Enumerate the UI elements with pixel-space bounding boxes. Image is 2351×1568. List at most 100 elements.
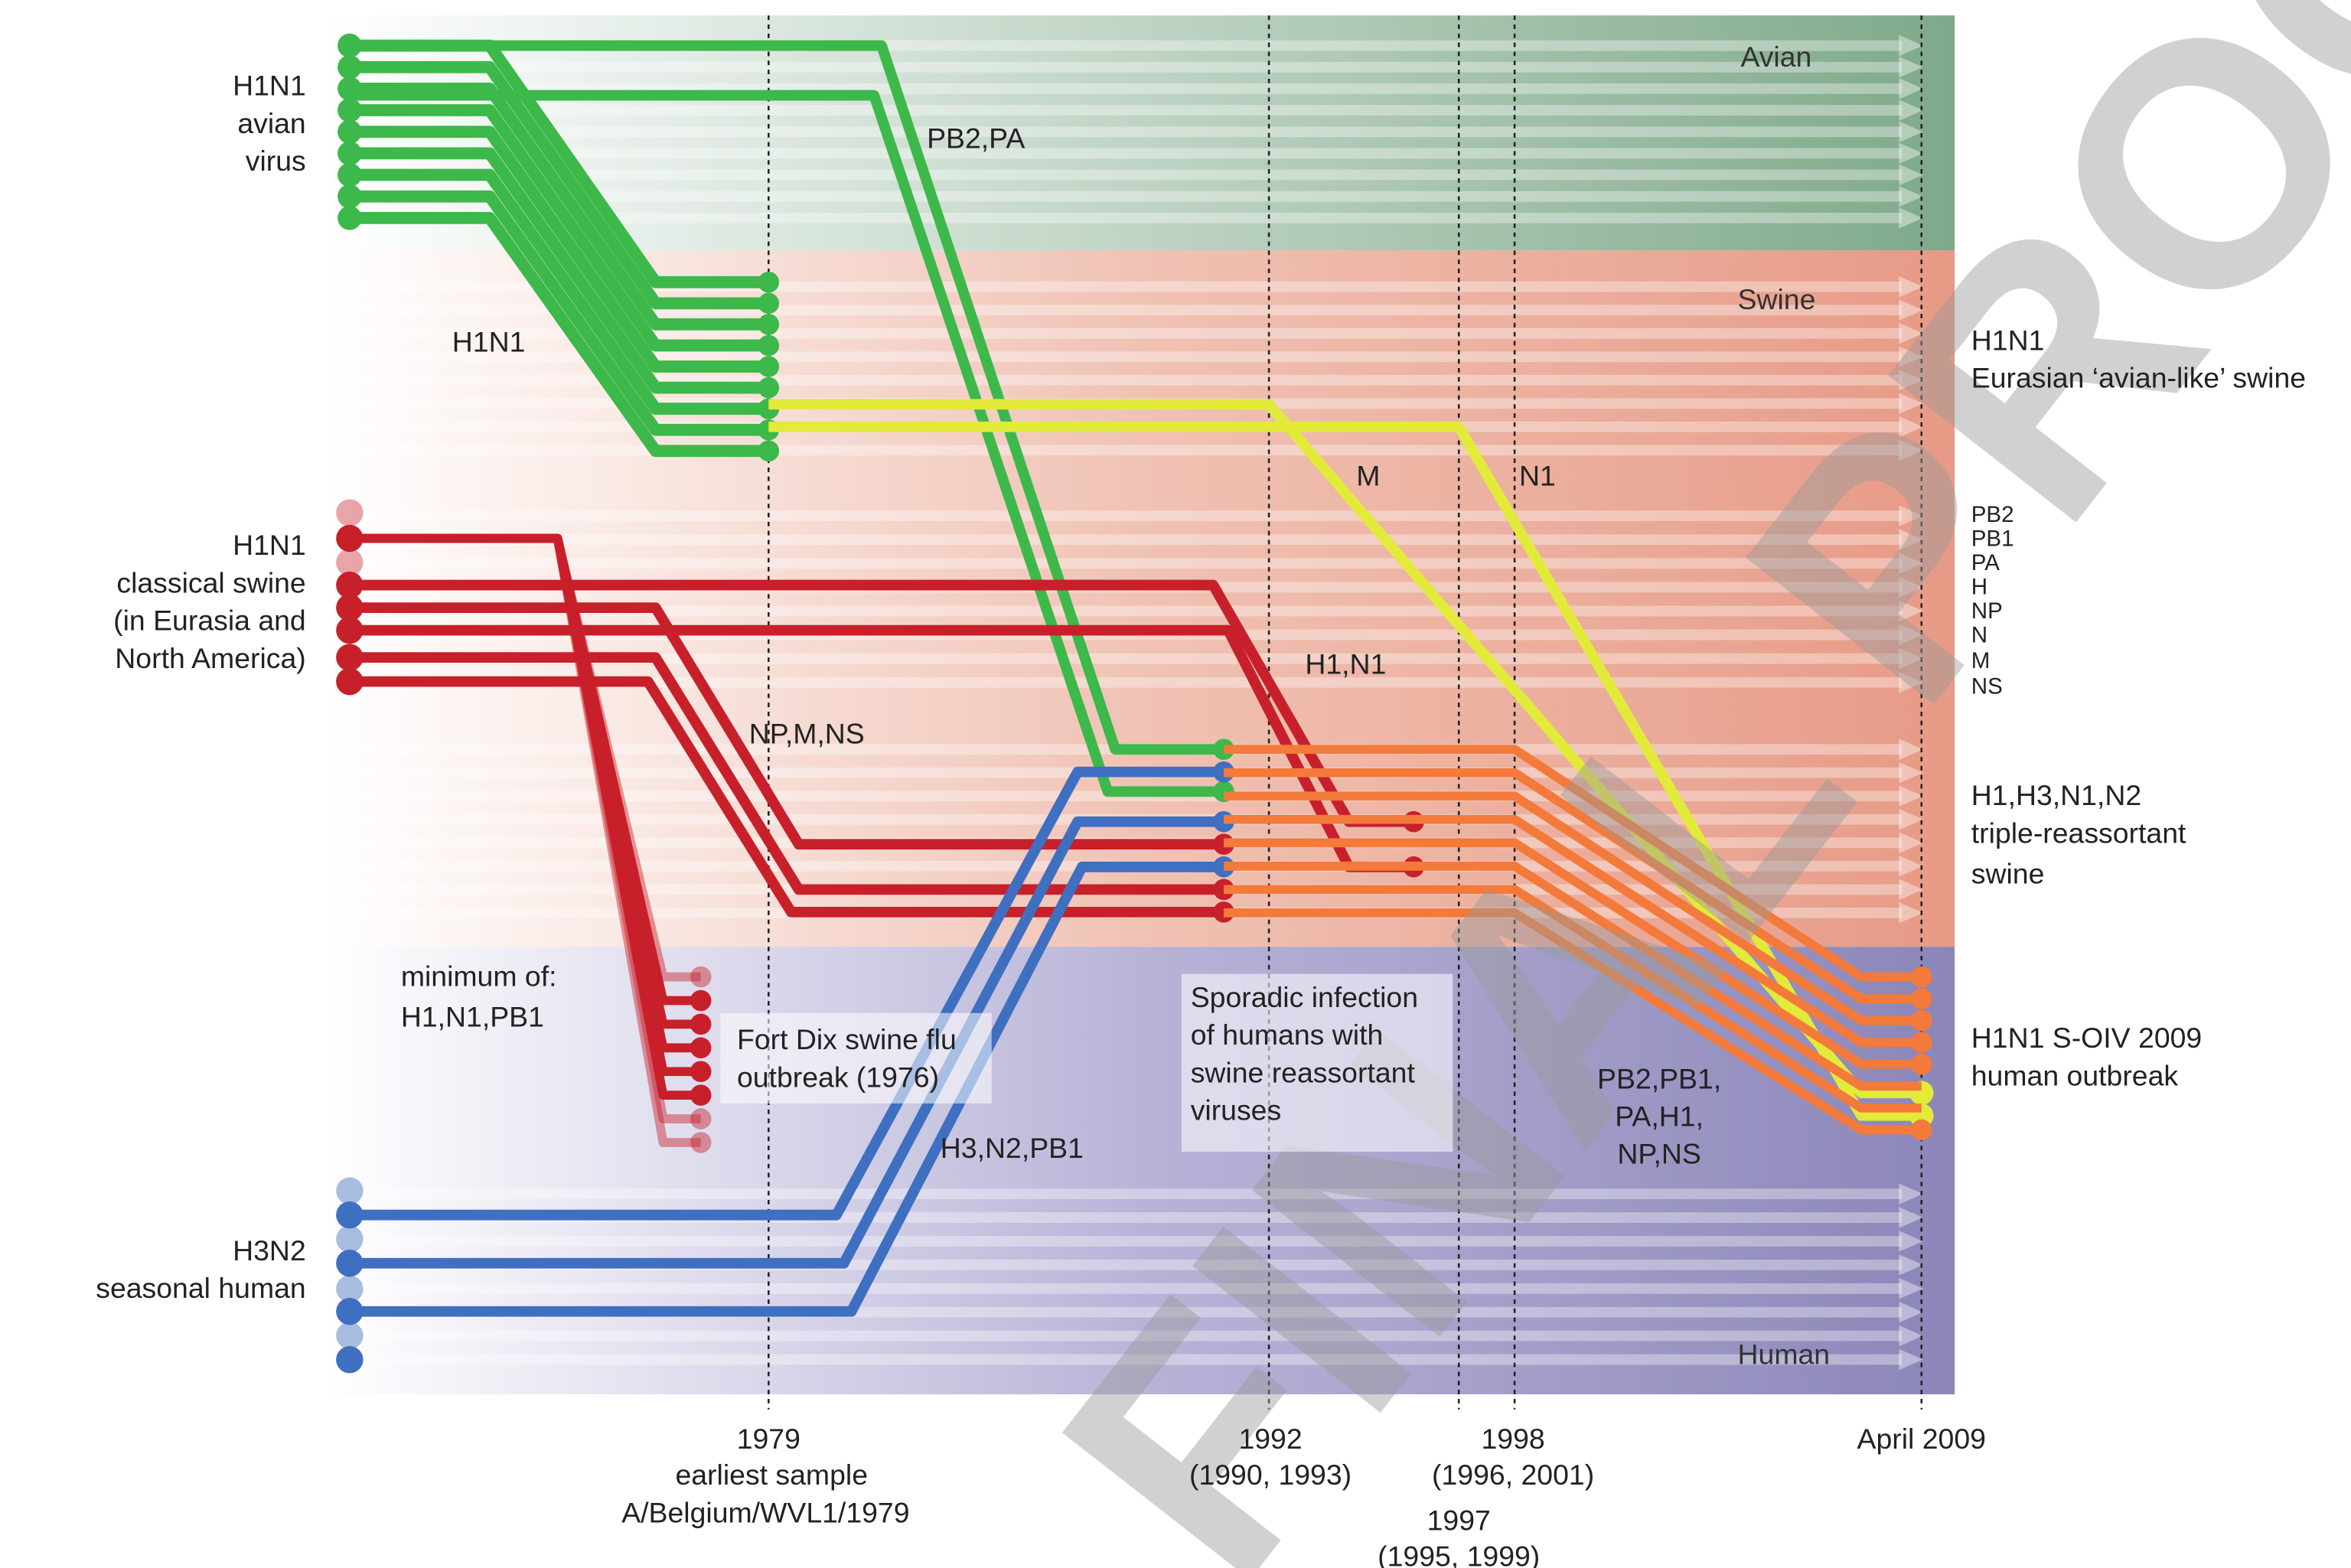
label-sporadic: Sporadic infection (1191, 981, 1418, 1013)
lineage-node (337, 184, 362, 209)
lineage-node (337, 54, 362, 80)
lineage-node (758, 377, 780, 399)
arrowhead (1899, 832, 1923, 854)
arrowhead (1899, 34, 1923, 57)
timeline-1997: 1997 (1427, 1504, 1491, 1536)
segment-list: PB2 PB1 PA H NP N M NS (1971, 502, 2014, 699)
right-label-soiv: human outbreak (1971, 1059, 2179, 1091)
pa-path (349, 90, 1224, 797)
segment-label: PA (1971, 550, 2000, 575)
segment-label: NP (1971, 598, 2003, 624)
lineage-node (336, 1275, 364, 1302)
avian-to-swine-path (349, 168, 769, 416)
label-fort-dix-year: outbreak (1976) (737, 1061, 939, 1093)
arrowhead (1899, 416, 1923, 438)
label-line: H3N2 (233, 1234, 306, 1266)
fort-dix-path (349, 533, 701, 1123)
lineage-node (690, 1013, 712, 1035)
right-label-soiv: H1N1 S-OIV 2009 (1971, 1022, 2202, 1054)
arrowhead (1899, 1348, 1923, 1371)
avian-to-swine-path (349, 104, 769, 352)
n1-segment-path (768, 421, 1922, 1121)
arrowhead (1899, 207, 1923, 229)
arrowhead (1899, 299, 1923, 321)
triple-reassortant-path (1224, 791, 1922, 1025)
triple-reassortant-path (1224, 838, 1922, 1069)
arrowhead (1899, 164, 1923, 186)
triple-reassortant-path (1224, 745, 1922, 982)
lineage-node (690, 1037, 712, 1059)
timeline-1979-strain: A/Belgium/WVL1/1979 (621, 1496, 909, 1528)
right-label-triple: swine (1971, 857, 2045, 889)
arrowhead (1899, 505, 1923, 526)
arrowhead (1899, 738, 1923, 760)
label-minimum-of: minimum of: (401, 960, 557, 992)
label-line: H1N1 (233, 70, 306, 102)
arrowhead (1899, 78, 1923, 99)
lineage-node (337, 98, 362, 122)
arrowhead (1899, 346, 1923, 368)
arrowhead (1899, 1183, 1923, 1205)
arrowhead (1899, 393, 1923, 415)
left-label-human: H3N2 seasonal human (96, 1234, 306, 1304)
arrowhead (1899, 275, 1923, 298)
pb2-path (349, 40, 1224, 755)
segment-label: PB1 (1971, 526, 2014, 551)
timeline-1992-range: (1990, 1993) (1189, 1459, 1352, 1491)
lineage-node (336, 549, 364, 576)
label-fort-dix: Fort Dix swine flu (737, 1023, 957, 1055)
fort-dix-box (720, 1012, 992, 1103)
segment-label: H (1971, 574, 1987, 599)
label-minimum-segments: H1,N1,PB1 (401, 1001, 544, 1033)
arrowhead (1899, 369, 1923, 391)
lineage-paths (336, 33, 1934, 1374)
label-h1-n1: H1,N1 (1305, 648, 1386, 680)
band-label-human: Human (1738, 1338, 1831, 1371)
triple-reassortant-path (1224, 814, 1922, 1048)
lineage-node (1910, 966, 1932, 988)
right-label-triple: H1,H3,N1,N2 (1971, 779, 2141, 811)
lineage-node (690, 1132, 712, 1153)
arrowhead (1899, 785, 1923, 807)
label-n1: N1 (1519, 460, 1556, 492)
arrowhead (1899, 1278, 1923, 1299)
fort-dix-path (349, 533, 701, 1147)
np-path (349, 602, 1224, 850)
triple-reassortant-path (1224, 908, 1922, 1135)
avian-to-swine-path (349, 126, 769, 373)
label-sporadic: swine reassortant (1191, 1056, 1416, 1088)
lineage-node (336, 1346, 364, 1374)
label-line: avian (237, 107, 305, 139)
arrowhead (1899, 529, 1923, 550)
label-sporadic: of humans with (1191, 1019, 1384, 1051)
background-lineage-arrows (349, 34, 1923, 1371)
lineage-node (758, 292, 780, 315)
timeline-1992: 1992 (1238, 1423, 1302, 1455)
label-line: H1N1 (233, 529, 306, 561)
arrowhead (1899, 121, 1923, 143)
timeline-1979: 1979 (737, 1423, 801, 1455)
label-soiv-segments: PA,H1, (1615, 1100, 1704, 1133)
label-sporadic: viruses (1191, 1094, 1281, 1126)
lineage-node (1910, 1053, 1932, 1075)
arrowhead (1899, 576, 1923, 598)
label-line: (in Eurasia and (113, 605, 306, 637)
arrowhead (1899, 1207, 1923, 1228)
arrowhead (1899, 761, 1923, 784)
avian-to-swine-path (349, 83, 769, 331)
timeline-1997-range: (1995, 1999) (1378, 1540, 1540, 1568)
lineage-node (1910, 1009, 1932, 1032)
right-label-eurasian: H1N1 (1971, 324, 2045, 356)
label-pb2-pa: PB2,PA (927, 122, 1025, 154)
lineage-node (337, 141, 362, 166)
arrowhead (1899, 902, 1923, 924)
band-label-avian: Avian (1740, 41, 1811, 73)
segment-label: NS (1971, 673, 2003, 699)
avian-to-swine-path (349, 147, 769, 394)
lineage-node (758, 314, 780, 335)
timeline-1998: 1998 (1481, 1423, 1544, 1455)
left-label-avian: H1N1 avian virus (233, 70, 306, 177)
arrowhead (1899, 142, 1923, 165)
arrowhead (1899, 856, 1923, 877)
fort-dix-path (349, 533, 701, 1100)
